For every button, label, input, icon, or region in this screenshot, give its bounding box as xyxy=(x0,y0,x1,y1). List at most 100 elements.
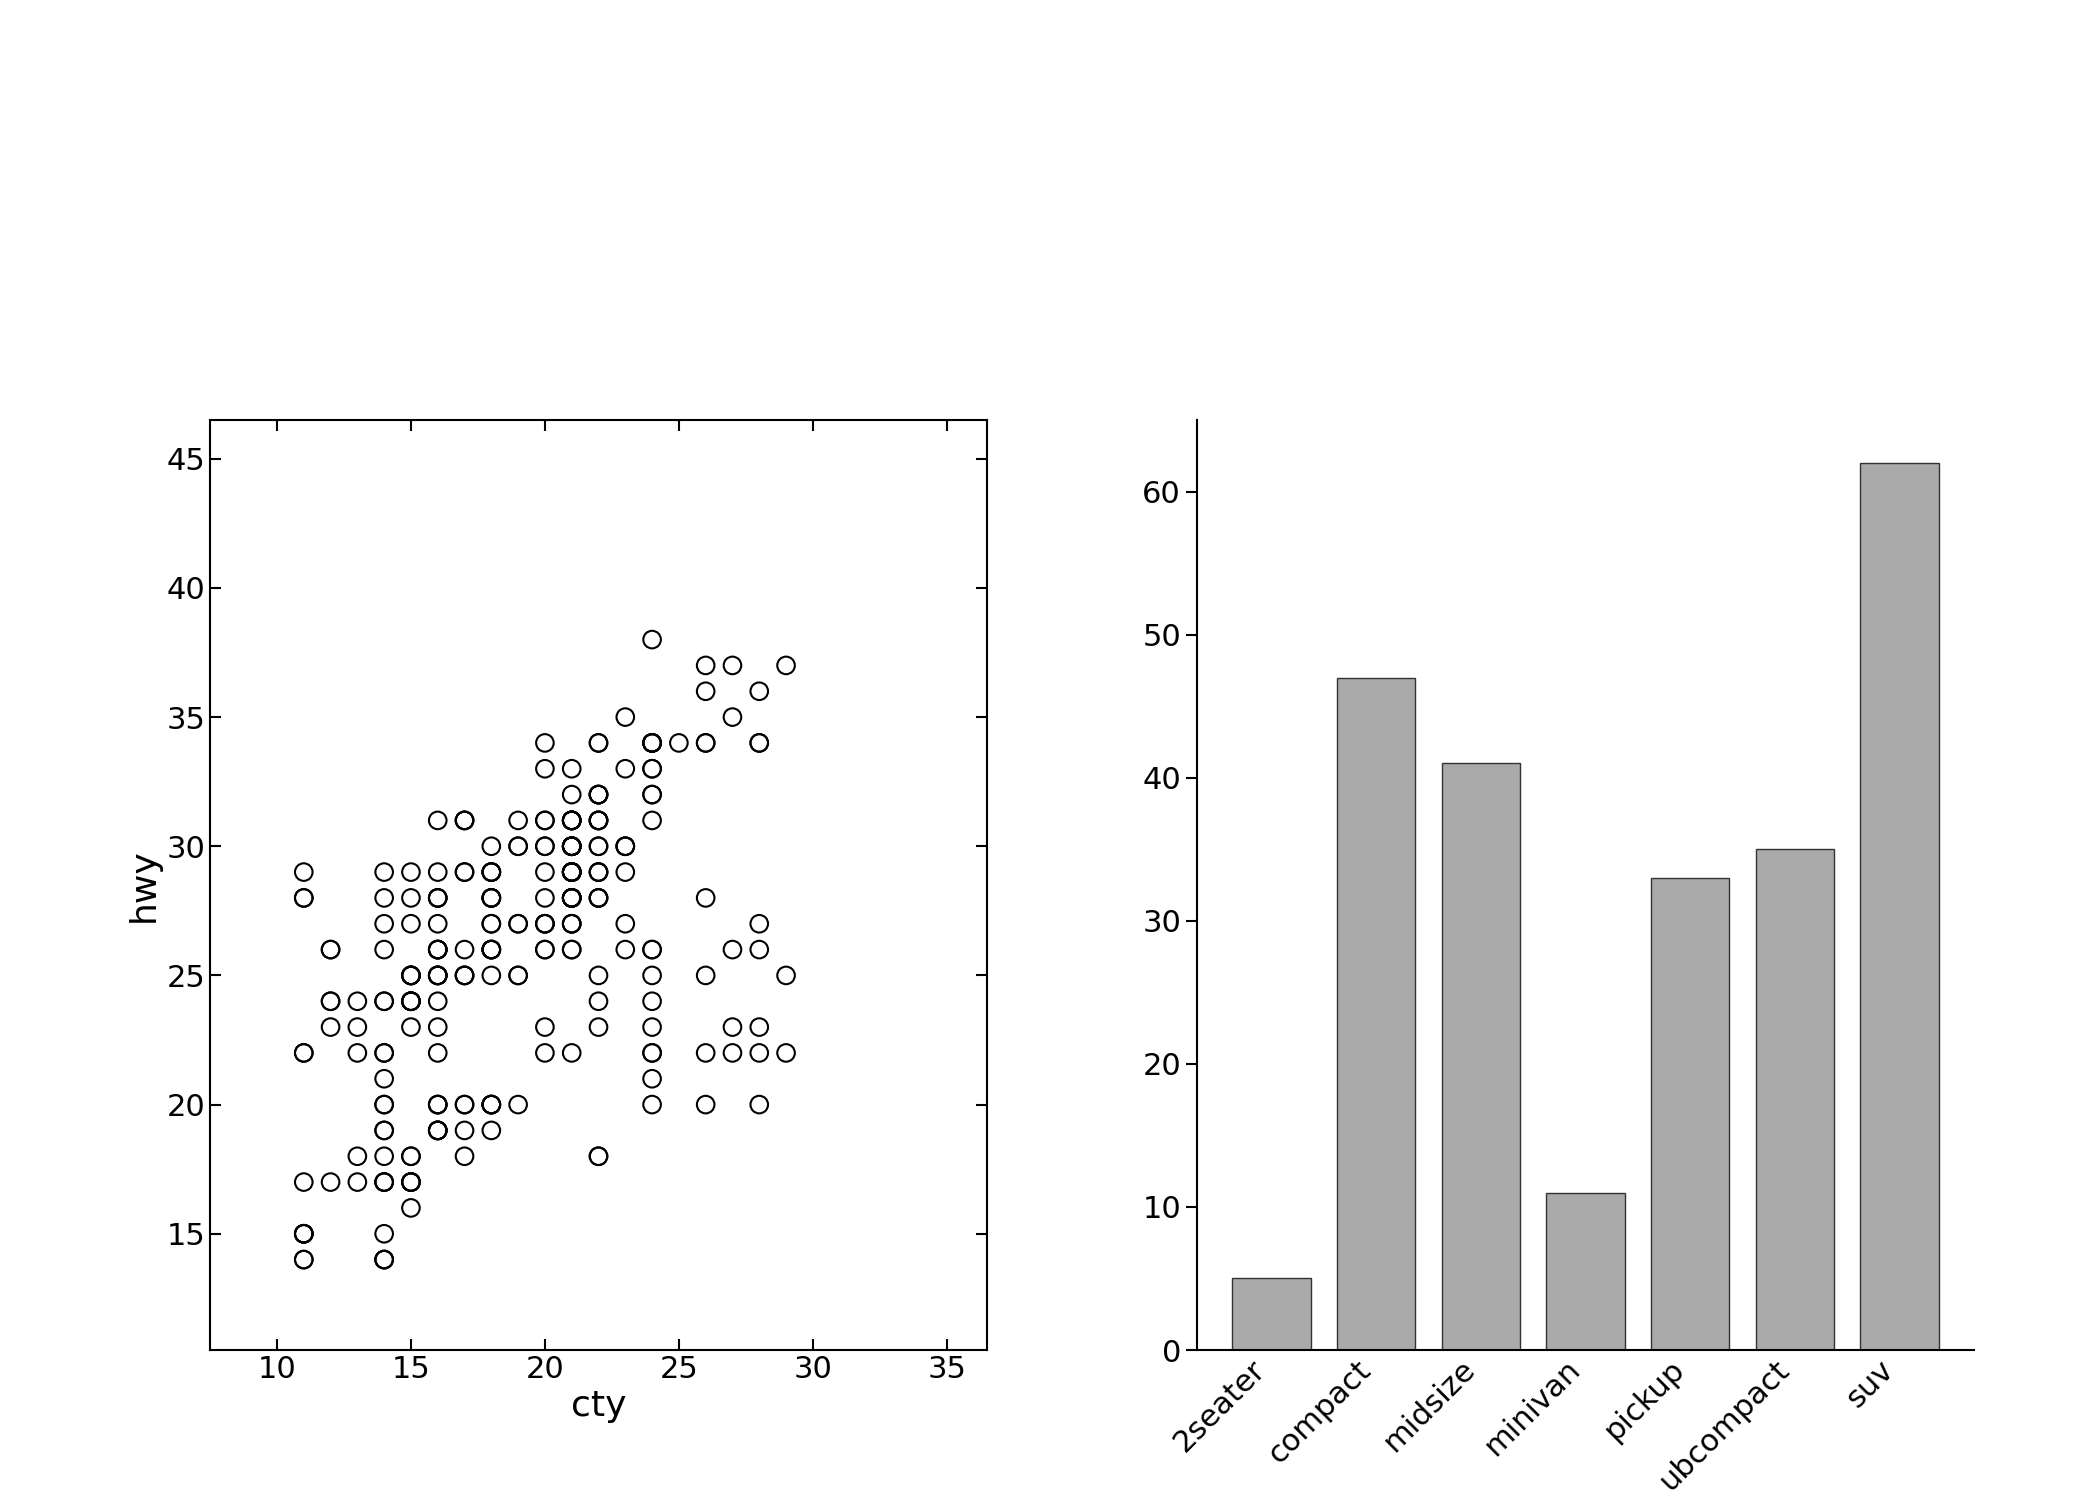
Point xyxy=(420,912,454,936)
Point xyxy=(636,1016,670,1040)
Point xyxy=(716,1016,750,1040)
Point xyxy=(554,834,588,858)
Point xyxy=(502,834,536,858)
Point xyxy=(395,859,428,883)
Point xyxy=(502,912,536,936)
Point xyxy=(420,859,454,883)
Point xyxy=(554,756,588,780)
Point xyxy=(420,1092,454,1116)
Point xyxy=(368,1041,401,1065)
Point xyxy=(475,859,508,883)
Point xyxy=(609,834,643,858)
Point xyxy=(475,1092,508,1116)
Point xyxy=(743,1041,777,1065)
Point xyxy=(395,1170,428,1194)
Point xyxy=(368,1221,401,1245)
Point xyxy=(368,1248,401,1272)
Point xyxy=(420,938,454,962)
Point xyxy=(288,1248,321,1272)
Point xyxy=(636,756,670,780)
Point xyxy=(475,1092,508,1116)
Point xyxy=(420,886,454,910)
Point xyxy=(313,990,346,1014)
Point xyxy=(636,627,670,651)
Point xyxy=(662,730,695,754)
Point xyxy=(368,1248,401,1272)
Point xyxy=(368,1066,401,1090)
Point xyxy=(420,1041,454,1065)
Point xyxy=(554,886,588,910)
Point xyxy=(582,859,615,883)
Point xyxy=(340,1144,374,1168)
Point xyxy=(420,963,454,987)
Point xyxy=(288,1170,321,1194)
Point xyxy=(395,963,428,987)
Point xyxy=(420,1092,454,1116)
Point xyxy=(502,808,536,832)
Point xyxy=(636,1092,670,1116)
Point xyxy=(368,1170,401,1194)
Bar xyxy=(1338,678,1415,1350)
Point xyxy=(554,886,588,910)
Point xyxy=(527,834,561,858)
Point xyxy=(475,938,508,962)
Point xyxy=(288,886,321,910)
Point xyxy=(582,886,615,910)
Point xyxy=(554,912,588,936)
Bar xyxy=(1441,764,1520,1350)
Point xyxy=(554,834,588,858)
Point xyxy=(475,1092,508,1116)
Point xyxy=(582,808,615,832)
Point xyxy=(743,1016,777,1040)
Point xyxy=(395,990,428,1014)
Point xyxy=(636,730,670,754)
Point xyxy=(527,938,561,962)
Point xyxy=(502,1092,536,1116)
Point xyxy=(609,912,643,936)
Point xyxy=(368,912,401,936)
Point xyxy=(527,859,561,883)
Point xyxy=(769,654,802,678)
Point xyxy=(475,1119,508,1143)
Point xyxy=(447,1092,481,1116)
Point xyxy=(769,963,802,987)
Point xyxy=(554,808,588,832)
Point xyxy=(689,680,722,703)
Point xyxy=(447,963,481,987)
Point xyxy=(368,1041,401,1065)
Bar xyxy=(1651,878,1730,1350)
Point xyxy=(475,859,508,883)
Point xyxy=(288,1221,321,1245)
Point xyxy=(368,1144,401,1168)
Point xyxy=(582,1144,615,1168)
Point xyxy=(554,834,588,858)
Point xyxy=(582,886,615,910)
Point xyxy=(743,1092,777,1116)
Point xyxy=(395,963,428,987)
Point xyxy=(447,938,481,962)
Point xyxy=(716,705,750,729)
Point xyxy=(447,808,481,832)
Point xyxy=(368,886,401,910)
Point xyxy=(554,859,588,883)
Point xyxy=(582,808,615,832)
Point xyxy=(313,938,346,962)
Point xyxy=(395,1170,428,1194)
Point xyxy=(609,834,643,858)
Point xyxy=(527,912,561,936)
Point xyxy=(447,1144,481,1168)
Point xyxy=(716,1041,750,1065)
Point xyxy=(420,938,454,962)
Point xyxy=(716,938,750,962)
Point xyxy=(395,886,428,910)
Point xyxy=(609,756,643,780)
Point xyxy=(769,1041,802,1065)
Point xyxy=(395,1170,428,1194)
Point xyxy=(447,859,481,883)
Point xyxy=(475,938,508,962)
Point xyxy=(502,912,536,936)
Point xyxy=(502,834,536,858)
Point xyxy=(636,938,670,962)
Point xyxy=(313,1016,346,1040)
Point xyxy=(743,730,777,754)
